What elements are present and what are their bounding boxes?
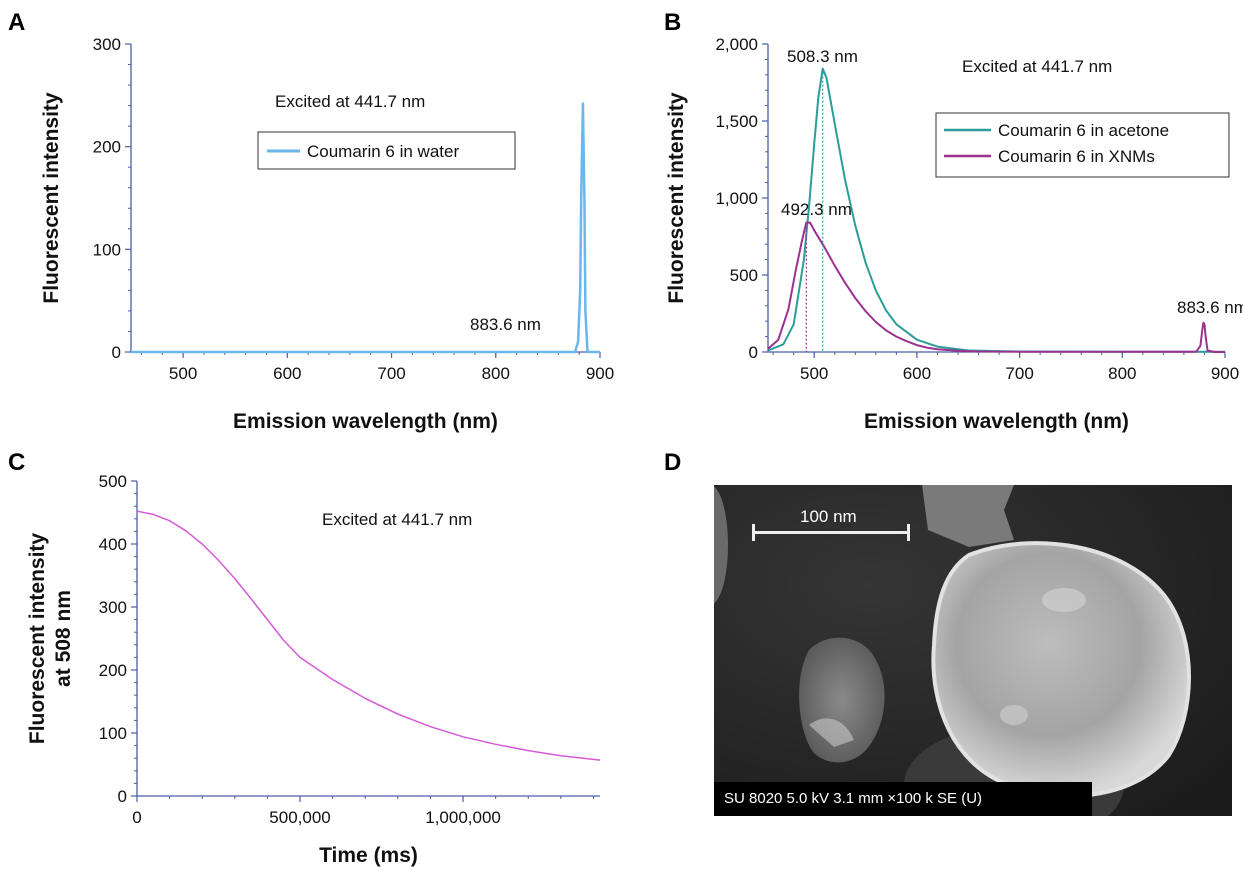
sem-scale-bar [752, 531, 910, 534]
chart-b-peak-label-883: 883.6 nm [1177, 298, 1243, 317]
chart-c-y-tick-label: 0 [118, 787, 127, 806]
chart-a-x-tick-label: 900 [586, 364, 614, 383]
chart-c-y-tick-label: 400 [99, 535, 127, 554]
sem-info-bar: SU 8020 5.0 kV 3.1 mm ×100 k SE (U) [714, 782, 1092, 816]
chart-b-y-tick-label: 2,000 [715, 35, 758, 54]
chart-b-series-line-2 [767, 221, 1225, 353]
panel-letter-d: D [664, 449, 681, 476]
chart-a-peak-label: 883.6 nm [470, 315, 541, 334]
chart-a-y-tick-label: 0 [112, 343, 121, 362]
panel-letter-b: B [664, 9, 681, 36]
chart-c-y-tick-label: 500 [99, 472, 127, 491]
sem-scale-label: 100 nm [800, 507, 857, 526]
chart-a-x-tick-label: 600 [273, 364, 301, 383]
sem-scale-bar-cap-left [752, 524, 755, 541]
sem-scale-bar-cap-right [907, 524, 910, 541]
panel-letter-a: A [8, 9, 25, 36]
chart-b-y-tick-label: 0 [749, 343, 758, 362]
chart-b-y-axis-label: Fluorescent intensity [665, 92, 688, 304]
chart-c-x-tick-label: 1,000,000 [425, 808, 501, 827]
chart-a-legend-box [257, 131, 516, 170]
chart-b-y-tick-label: 500 [730, 266, 758, 285]
chart-b-x-tick-label: 700 [1005, 364, 1033, 383]
chart-c-series-line-1 [136, 510, 601, 761]
chart-c-x-tick-label: 0 [132, 808, 141, 827]
chart-c-y-tick-label: 100 [99, 724, 127, 743]
sem-image: 100 nm SU 8020 5.0 kV 3.1 mm ×100 k SE (… [714, 485, 1232, 816]
chart-c-y-tick-label: 300 [99, 598, 127, 617]
chart-a-x-tick-label: 800 [482, 364, 510, 383]
chart-b-x-tick-label: 900 [1211, 364, 1239, 383]
chart-b-legend: Coumarin 6 in acetone Coumarin 6 in XNMs [935, 112, 1230, 178]
chart-c-y-axis-label-line2: at 508 nm [52, 590, 75, 687]
chart-c: Excited at 441.7 nm 0 100 200 300 400 500 0 500… [26, 472, 601, 867]
chart-b-annotation: Excited at 441.7 nm [962, 57, 1112, 76]
chart-a-annotation: Excited at 441.7 nm [275, 92, 425, 111]
chart-b-peak-label-xnms: 492.3 nm [781, 200, 852, 219]
sem-micrograph [714, 485, 1232, 816]
chart-b: Excited at 441.7 nm 508.3 nm 492.3 nm 88… [665, 35, 1243, 433]
chart-a-x-tick-label: 700 [377, 364, 405, 383]
chart-b-legend-label-xnms: Coumarin 6 in XNMs [998, 147, 1155, 166]
panel-letter-c: C [8, 449, 25, 476]
chart-c-x-tick-label: 500,000 [269, 808, 330, 827]
chart-b-series-line-1 [767, 67, 1225, 353]
chart-b-y-tick-label: 1,000 [715, 189, 758, 208]
chart-b-legend-box [935, 112, 1230, 178]
chart-a-y-tick-label: 100 [93, 240, 121, 259]
chart-a-legend: Coumarin 6 in water [257, 131, 516, 170]
chart-b-x-axis-label: Emission wavelength (nm) [864, 410, 1129, 433]
chart-b-legend-label-acetone: Coumarin 6 in acetone [998, 121, 1169, 140]
chart-a: Excited at 441.7 nm 883.6 nm Coumarin 6 … [40, 35, 614, 433]
chart-c-annotation: Excited at 441.7 nm [322, 510, 472, 529]
chart-c-y-axis-label: Fluorescent intensity [26, 533, 49, 745]
chart-a-x-tick-label: 500 [169, 364, 197, 383]
sem-large-particle [931, 541, 1191, 798]
chart-a-y-axis-label: Fluorescent intensity [40, 92, 63, 304]
chart-a-y-tick-label: 200 [93, 138, 121, 157]
chart-a-series-line-1 [131, 102, 600, 354]
chart-a-x-axis-label: Emission wavelength (nm) [233, 410, 498, 433]
chart-c-x-axis-label: Time (ms) [319, 844, 418, 867]
sem-left-particle [714, 486, 728, 604]
chart-b-x-tick-label: 800 [1108, 364, 1136, 383]
chart-b-x-tick-label: 500 [800, 364, 828, 383]
chart-a-y-tick-label: 300 [93, 35, 121, 54]
chart-b-y-tick-label: 1,500 [715, 112, 758, 131]
sem-neck [922, 485, 1014, 547]
chart-c-y-tick-label: 200 [99, 661, 127, 680]
chart-a-legend-label: Coumarin 6 in water [307, 142, 459, 161]
chart-b-peak-label-acetone: 508.3 nm [787, 47, 858, 66]
chart-b-x-tick-label: 600 [903, 364, 931, 383]
